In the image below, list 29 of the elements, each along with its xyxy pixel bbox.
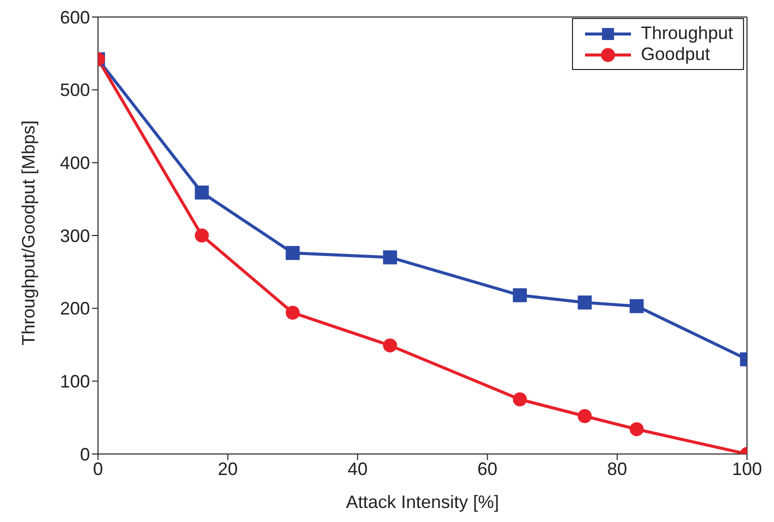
point — [286, 246, 300, 260]
point — [383, 250, 398, 264]
y-tick-label: 200 — [60, 298, 90, 319]
point — [512, 392, 527, 406]
x-tick-label: 40 — [348, 458, 368, 479]
x-axis-title: Attack Intensity [%] — [346, 492, 500, 512]
x-tick-label: 20 — [218, 458, 238, 479]
point — [630, 299, 644, 314]
x-tick-label: 80 — [607, 458, 628, 479]
y-tick-label: 600 — [60, 7, 90, 28]
point — [578, 409, 592, 424]
y-tick-label: 0 — [80, 444, 90, 464]
legend-label: Goodput — [640, 44, 710, 65]
point — [194, 186, 209, 200]
legend-label: Throughput — [640, 23, 733, 44]
point — [512, 288, 527, 302]
y-tick-label: 500 — [60, 80, 90, 100]
x-tick-label: 100 — [732, 458, 762, 479]
y-axis-title: Throughput/Goodput [Mbps] — [18, 120, 38, 346]
y-tick-label: 300 — [60, 226, 90, 246]
x-tick-label: 60 — [477, 458, 498, 479]
y-tick-label: 100 — [60, 372, 90, 392]
y-tick-label: 400 — [60, 153, 90, 174]
point — [383, 338, 398, 352]
point — [194, 228, 209, 242]
point — [630, 422, 644, 436]
point — [578, 296, 592, 310]
x-tick-label: 0 — [92, 458, 104, 479]
point — [286, 306, 300, 320]
